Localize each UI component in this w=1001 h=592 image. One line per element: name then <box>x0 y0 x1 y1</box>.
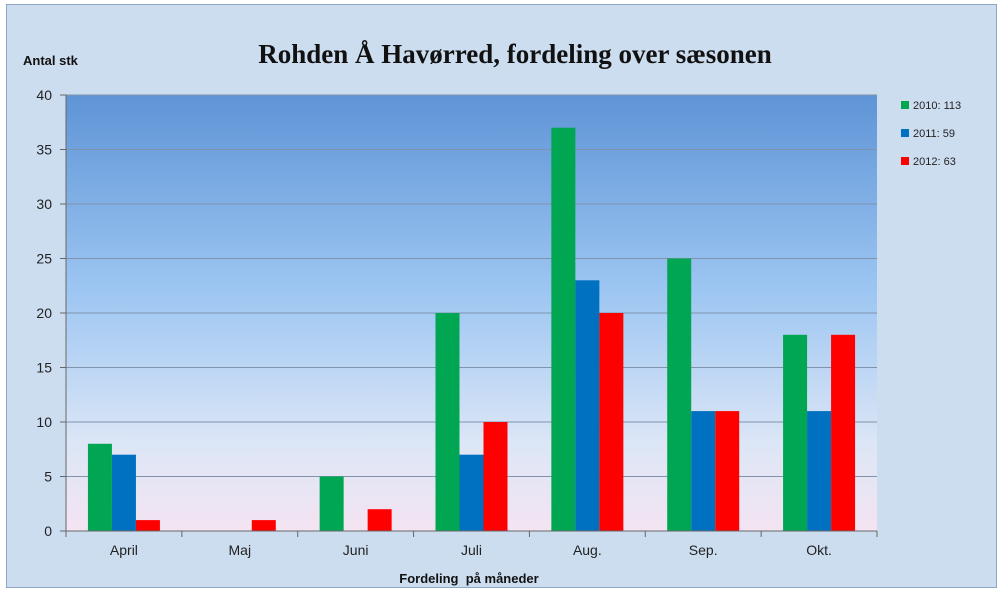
x-tick-label: Okt. <box>806 542 832 558</box>
chart-title: Rohden Å Havørred, fordeling over sæsone… <box>258 39 772 69</box>
x-tick-label: Juni <box>343 542 369 558</box>
y-tick-label: 0 <box>44 523 52 539</box>
bar <box>691 411 716 531</box>
legend-label: 2010: 113 <box>913 100 961 112</box>
bar <box>135 520 160 531</box>
bar <box>599 313 624 531</box>
chart-frame: 0 5 10 15 20 25 30 35 40 April Maj Juni Juli Aug. Sep.… <box>6 4 997 588</box>
bar <box>551 127 576 531</box>
x-axis-label: Fordeling på måneder <box>399 571 538 586</box>
bars <box>87 127 856 531</box>
gridlines <box>66 94 877 477</box>
x-tick-label: April <box>110 542 138 558</box>
bar <box>575 280 600 531</box>
x-tick-label: Sep. <box>689 542 718 558</box>
y-tick-label: 20 <box>36 305 52 321</box>
bar <box>319 476 344 531</box>
y-tick-label: 5 <box>44 469 52 485</box>
y-tick-label: 40 <box>36 87 52 103</box>
bar <box>715 411 740 531</box>
y-tick-label: 15 <box>36 360 52 376</box>
bar <box>483 422 508 531</box>
bar <box>459 454 484 531</box>
legend-swatch <box>901 129 909 137</box>
bar <box>251 520 276 531</box>
legend: 2010: 113 2011: 59 2012: 63 <box>901 100 961 168</box>
y-tick-label: 35 <box>36 142 52 158</box>
bar <box>367 509 392 531</box>
bar <box>87 443 112 531</box>
y-tick-label: 10 <box>36 414 52 430</box>
bar <box>783 334 808 531</box>
legend-swatch <box>901 157 909 165</box>
y-tick-label: 30 <box>36 196 52 212</box>
legend-label: 2011: 59 <box>913 128 955 140</box>
y-axis-label: Antal stk <box>23 53 79 68</box>
axes: 0 5 10 15 20 25 30 35 40 April Maj Juni Juli Aug. Sep.… <box>36 87 878 558</box>
bar <box>831 334 856 531</box>
legend-label: 2012: 63 <box>913 156 956 168</box>
x-tick-label: Juli <box>461 542 482 558</box>
legend-swatch <box>901 101 909 109</box>
bar <box>111 454 136 531</box>
bar <box>667 258 692 531</box>
x-tick-label: Aug. <box>573 542 602 558</box>
y-tick-label: 25 <box>36 251 52 267</box>
bar <box>807 411 832 531</box>
bar <box>435 313 460 531</box>
x-tick-label: Maj <box>229 542 252 558</box>
bar-chart: 0 5 10 15 20 25 30 35 40 April Maj Juni Juli Aug. Sep.… <box>23 39 961 586</box>
